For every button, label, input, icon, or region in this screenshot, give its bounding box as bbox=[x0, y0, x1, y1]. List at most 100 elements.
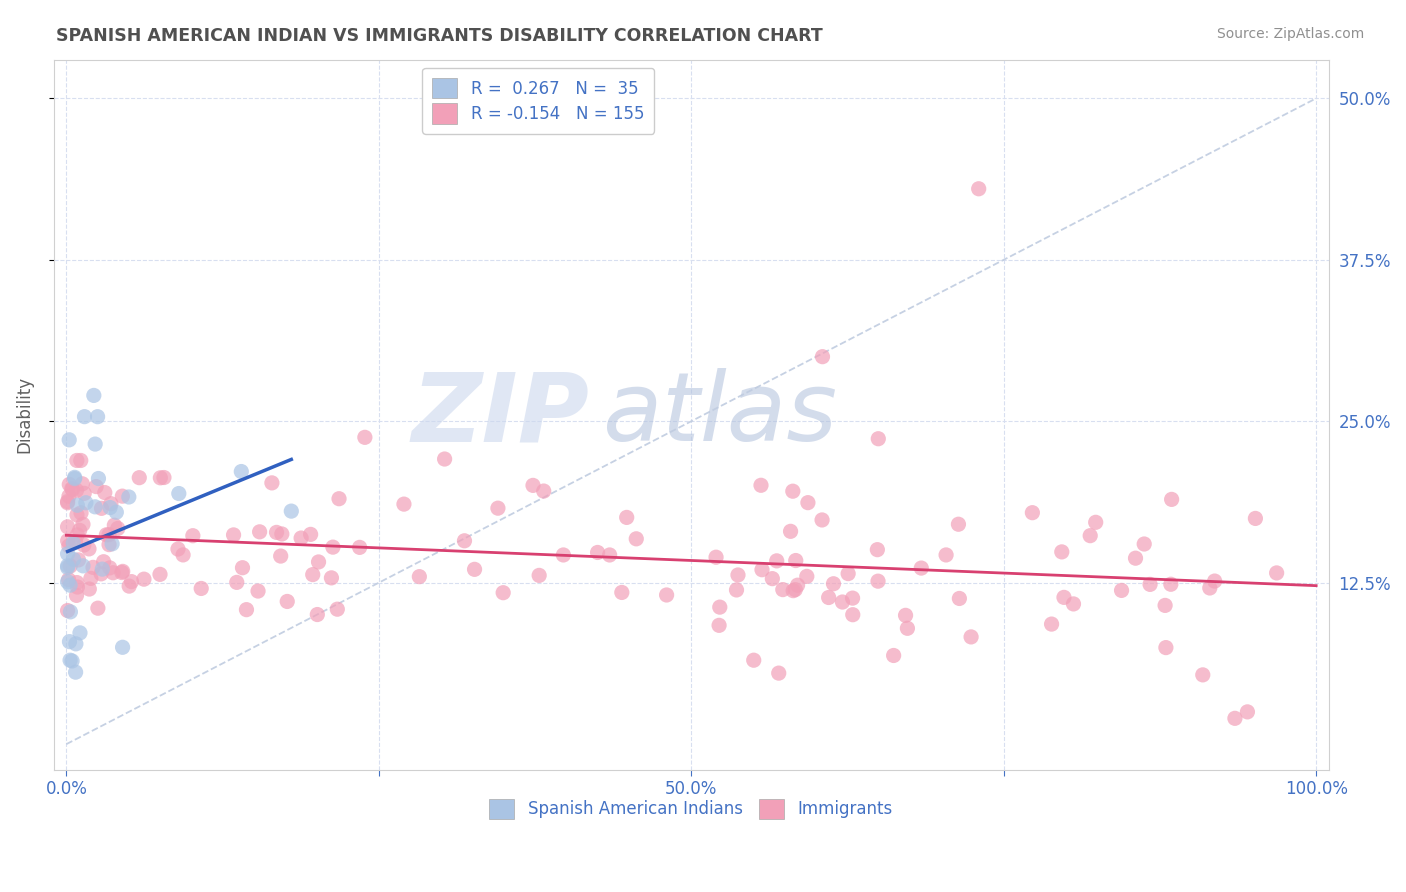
Point bbox=[66, 575, 89, 590]
Point bbox=[190, 582, 212, 596]
Point bbox=[62, 536, 84, 550]
Point bbox=[79, 582, 101, 596]
Point bbox=[172, 548, 194, 562]
Point bbox=[276, 594, 298, 608]
Text: SPANISH AMERICAN INDIAN VS IMMIGRANTS DISABILITY CORRELATION CHART: SPANISH AMERICAN INDIAN VS IMMIGRANTS DI… bbox=[56, 27, 823, 45]
Point bbox=[70, 506, 93, 520]
Point bbox=[868, 432, 890, 446]
Point bbox=[111, 640, 134, 655]
Point bbox=[98, 527, 121, 541]
Point bbox=[896, 621, 918, 635]
Point bbox=[56, 547, 79, 561]
Point bbox=[1040, 617, 1063, 632]
Point bbox=[121, 574, 143, 589]
Point bbox=[842, 607, 865, 622]
Point bbox=[58, 489, 80, 503]
Point bbox=[73, 538, 96, 552]
Point bbox=[533, 484, 555, 499]
Point bbox=[280, 504, 302, 518]
Point bbox=[308, 555, 330, 569]
Point bbox=[167, 486, 190, 500]
Point bbox=[65, 637, 87, 651]
Point bbox=[1133, 537, 1156, 551]
Point bbox=[56, 603, 79, 617]
Point bbox=[132, 572, 155, 586]
Point bbox=[83, 388, 105, 402]
Text: ZIP: ZIP bbox=[412, 368, 589, 461]
Point bbox=[66, 580, 89, 594]
Point bbox=[1125, 551, 1147, 566]
Point bbox=[111, 489, 134, 503]
Point bbox=[100, 497, 122, 511]
Point bbox=[73, 486, 96, 500]
Point bbox=[266, 525, 288, 540]
Point bbox=[1244, 511, 1267, 525]
Point bbox=[765, 554, 787, 568]
Point bbox=[1204, 574, 1226, 588]
Point bbox=[307, 607, 329, 622]
Point bbox=[222, 528, 245, 542]
Legend: Spanish American Indians, Immigrants: Spanish American Indians, Immigrants bbox=[482, 792, 900, 826]
Point bbox=[837, 566, 859, 581]
Point bbox=[1191, 668, 1213, 682]
Point bbox=[823, 576, 845, 591]
Point bbox=[56, 574, 79, 589]
Text: Source: ZipAtlas.com: Source: ZipAtlas.com bbox=[1216, 27, 1364, 41]
Point bbox=[866, 574, 889, 589]
Point bbox=[60, 482, 83, 496]
Point bbox=[270, 527, 292, 541]
Point bbox=[779, 524, 801, 539]
Point bbox=[69, 453, 91, 467]
Point bbox=[96, 528, 118, 542]
Point bbox=[94, 485, 117, 500]
Point bbox=[354, 430, 377, 444]
Point bbox=[1154, 599, 1177, 613]
Point bbox=[231, 560, 253, 574]
Point bbox=[1084, 516, 1107, 530]
Point bbox=[817, 591, 839, 605]
Point bbox=[616, 510, 638, 524]
Point bbox=[98, 561, 121, 575]
Point bbox=[301, 567, 323, 582]
Point bbox=[960, 630, 983, 644]
Point bbox=[553, 548, 575, 562]
Point bbox=[1154, 640, 1177, 655]
Point bbox=[768, 666, 790, 681]
Text: atlas: atlas bbox=[602, 368, 837, 461]
Point bbox=[56, 496, 79, 510]
Point bbox=[153, 470, 176, 484]
Point bbox=[270, 549, 292, 563]
Point bbox=[111, 566, 134, 580]
Point bbox=[98, 538, 121, 552]
Point bbox=[65, 588, 87, 602]
Point bbox=[910, 561, 932, 575]
Point bbox=[392, 497, 415, 511]
Point bbox=[655, 588, 678, 602]
Point bbox=[322, 540, 344, 554]
Point bbox=[58, 539, 80, 553]
Point bbox=[69, 524, 91, 538]
Point bbox=[1139, 577, 1161, 591]
Point bbox=[586, 545, 609, 559]
Point bbox=[1053, 591, 1076, 605]
Point bbox=[1236, 705, 1258, 719]
Point bbox=[231, 465, 253, 479]
Point bbox=[492, 585, 515, 599]
Point bbox=[782, 583, 804, 598]
Point bbox=[59, 559, 82, 574]
Point bbox=[260, 475, 283, 490]
Point bbox=[56, 560, 79, 574]
Point bbox=[290, 531, 312, 545]
Point bbox=[522, 478, 544, 492]
Point bbox=[811, 350, 834, 364]
Point bbox=[87, 471, 110, 485]
Point bbox=[761, 572, 783, 586]
Point bbox=[59, 605, 82, 619]
Point bbox=[894, 608, 917, 623]
Point bbox=[72, 476, 94, 491]
Point bbox=[66, 453, 89, 467]
Point bbox=[1111, 583, 1133, 598]
Point bbox=[599, 548, 621, 562]
Point bbox=[118, 490, 141, 504]
Point bbox=[77, 541, 100, 556]
